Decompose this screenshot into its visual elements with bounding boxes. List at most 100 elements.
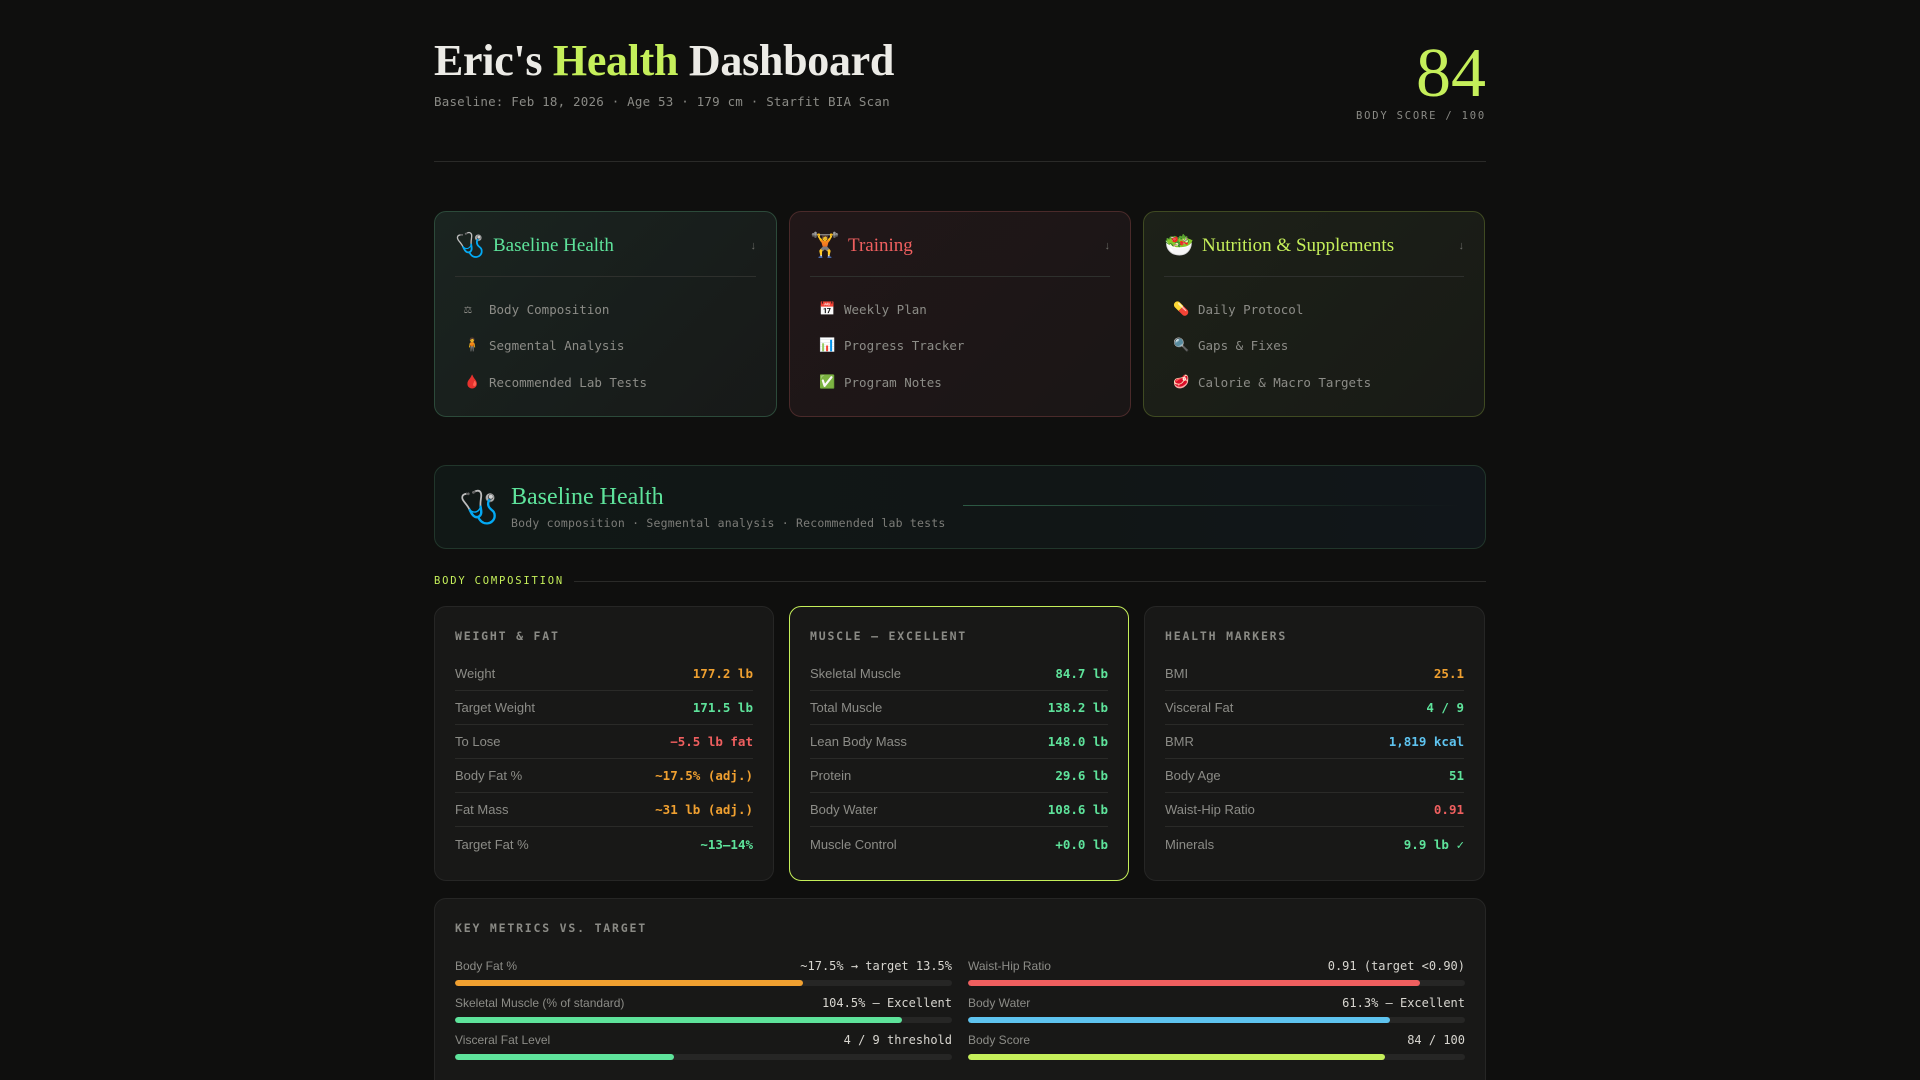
metric-value: ~17.5% → target 13.5% [800,959,952,973]
page-header: Eric's Health Dashboard Baseline: Feb 18… [434,38,1486,162]
stethoscope-icon: 🩺 [459,489,499,525]
metric-waist-hip: Waist-Hip Ratio 0.91 (target <0.90) [968,959,1465,996]
stat-value: 171.5 lb [692,700,753,715]
metric-label: Skeletal Muscle (% of standard) [455,996,625,1010]
nav-link-label: Daily Protocol [1198,301,1304,317]
nav-card-title: Baseline Health [493,235,614,256]
nav-link-daily-protocol[interactable]: 💊 Daily Protocol [1164,291,1464,328]
stat-label: Visceral Fat [1165,700,1234,715]
pill-icon: 💊 [1173,301,1190,317]
stat-row: Body Age 51 [1165,759,1464,793]
stat-card-health-markers: HEALTH MARKERS BMI 25.1 Visceral Fat 4 / 9… [1144,606,1485,881]
progress-bar [968,980,1465,986]
stat-label: BMI [1165,666,1189,681]
metric-skeletal-muscle: Skeletal Muscle (% of standard) 104.5% — … [455,996,952,1033]
stat-label: Minerals [1165,836,1215,852]
nav-card-nutrition[interactable]: 🥗 Nutrition & Supplements ↓ 💊 Daily Proto… [1143,211,1485,417]
stat-value: ~17.5% (adj.) [655,768,753,783]
metrics-grid: Body Fat % ~17.5% → target 13.5% Waist-Hi… [455,959,1465,1070]
divider [810,276,1110,277]
stat-label: Lean Body Mass [810,734,907,749]
nav-card-header[interactable]: 🩺 Baseline Health ↓ [455,232,756,260]
salad-icon: 🥗 [1164,232,1194,259]
nav-link-label: Recommended Lab Tests [489,374,648,390]
baseline-subtitle: Baseline: Feb 18, 2026 · Age 53 · 179 cm… [434,94,890,109]
nav-link-calorie-macro[interactable]: 🥩 Calorie & Macro Targets [1164,364,1464,401]
nav-card-training[interactable]: 🏋️ Training ↓ 📅 Weekly Plan 📊 Progress Tra… [789,211,1131,417]
stat-row: Skeletal Muscle 84.7 lb [810,657,1108,691]
card-title: MUSCLE — EXCELLENT [810,629,968,643]
stat-value: 177.2 lb [692,666,753,681]
blood-drop-icon: 🩸 [464,374,481,390]
metric-value: 0.91 (target <0.90) [1327,959,1465,973]
nav-link-weekly-plan[interactable]: 📅 Weekly Plan [810,291,1110,328]
progress-bar [968,1054,1465,1060]
stethoscope-icon: 🩺 [455,232,485,259]
stat-label: Muscle Control [810,836,897,852]
banner-title: Baseline Health [511,484,664,510]
stat-label: Target Weight [455,700,535,715]
progress-fill [968,1054,1386,1060]
nav-link-gaps-fixes[interactable]: 🔍 Gaps & Fixes [1164,328,1464,365]
nav-link-body-composition[interactable]: ⚖ Body Composition [455,291,756,328]
progress-bar [455,1017,952,1023]
metric-body-water: Body Water 61.3% — Excellent [968,996,1465,1033]
metric-visceral-fat: Visceral Fat Level 4 / 9 threshold [455,1033,952,1070]
stat-label: BMR [1165,734,1194,749]
nav-link-label: Body Composition [489,301,610,317]
stat-label: Body Age [1165,768,1221,783]
title-block: Eric's Health Dashboard Baseline: Feb 18… [434,38,894,110]
card-title: HEALTH MARKERS [1165,629,1288,643]
stat-label: Protein [810,768,852,783]
title-accent: Health [552,36,679,85]
nav-card-title: Nutrition & Supplements [1202,235,1395,256]
nav-link-segmental-analysis[interactable]: 🧍 Segmental Analysis [455,328,756,365]
stat-value: 29.6 lb [1055,768,1108,783]
metric-label: Body Water [968,996,1031,1010]
stat-row: Target Fat % ~13–14% [455,827,753,861]
progress-fill [968,1017,1391,1023]
divider [573,580,1486,582]
nav-link-lab-tests[interactable]: 🩸 Recommended Lab Tests [455,364,756,401]
meat-icon: 🥩 [1173,374,1190,390]
check-mark-icon: ✅ [819,374,836,390]
nav-card-baseline-health[interactable]: 🩺 Baseline Health ↓ ⚖ Body Composition 🧍 S… [434,211,777,417]
stat-row: Protein 29.6 lb [810,759,1108,793]
metric-value: 61.3% — Excellent [1342,996,1465,1010]
progress-fill [968,980,1421,986]
stat-label: Fat Mass [455,802,509,817]
nav-link-label: Calorie & Macro Targets [1198,374,1372,390]
baseline-health-banner: 🩺 Baseline Health Body composition · Seg… [434,465,1486,549]
stat-value: ~13–14% [700,836,753,852]
metric-value: 4 / 9 threshold [843,1033,952,1047]
body-composition-cards: WEIGHT & FAT Weight 177.2 lb Target Weigh… [434,606,1486,881]
stat-value: 9.9 lb ✓ [1403,836,1464,852]
body-score: 84 BODY SCORE / 100 [1356,35,1486,123]
stat-card-weight-fat: WEIGHT & FAT Weight 177.2 lb Target Weigh… [434,606,774,881]
stat-label: Total Muscle [810,700,883,715]
nav-card-header[interactable]: 🏋️ Training ↓ [810,232,1110,260]
nav-link-label: Program Notes [844,374,942,390]
arrow-down-icon: ↓ [1458,240,1465,252]
magnifier-icon: 🔍 [1173,338,1190,354]
progress-bar [455,980,952,986]
nav-link-progress-tracker[interactable]: 📊 Progress Tracker [810,328,1110,365]
stat-value: 51 [1448,768,1464,783]
calendar-icon: 📅 [819,301,836,317]
nav-card-header[interactable]: 🥗 Nutrition & Supplements ↓ [1164,232,1464,260]
key-metrics-panel: KEY METRICS VS. TARGET Body Fat % ~17.5% … [434,898,1486,1080]
page-title: Eric's Health Dashboard [434,38,894,84]
banner-decorative-line [963,505,1461,506]
body-score-value: 84 [1416,35,1486,112]
stat-value: 148.0 lb [1047,734,1108,749]
stat-label: Weight [455,666,496,681]
stat-card-muscle: MUSCLE — EXCELLENT Skeletal Muscle 84.7 l… [789,606,1129,881]
stat-label: Waist-Hip Ratio [1165,802,1255,817]
progress-fill [455,1017,903,1023]
nav-link-program-notes[interactable]: ✅ Program Notes [810,364,1110,401]
bar-chart-icon: 📊 [819,338,836,354]
nav-link-label: Weekly Plan [844,301,927,317]
stat-label: Body Fat % [455,768,523,783]
panel-title: KEY METRICS VS. TARGET [455,921,647,935]
stat-value: 108.6 lb [1047,802,1108,817]
